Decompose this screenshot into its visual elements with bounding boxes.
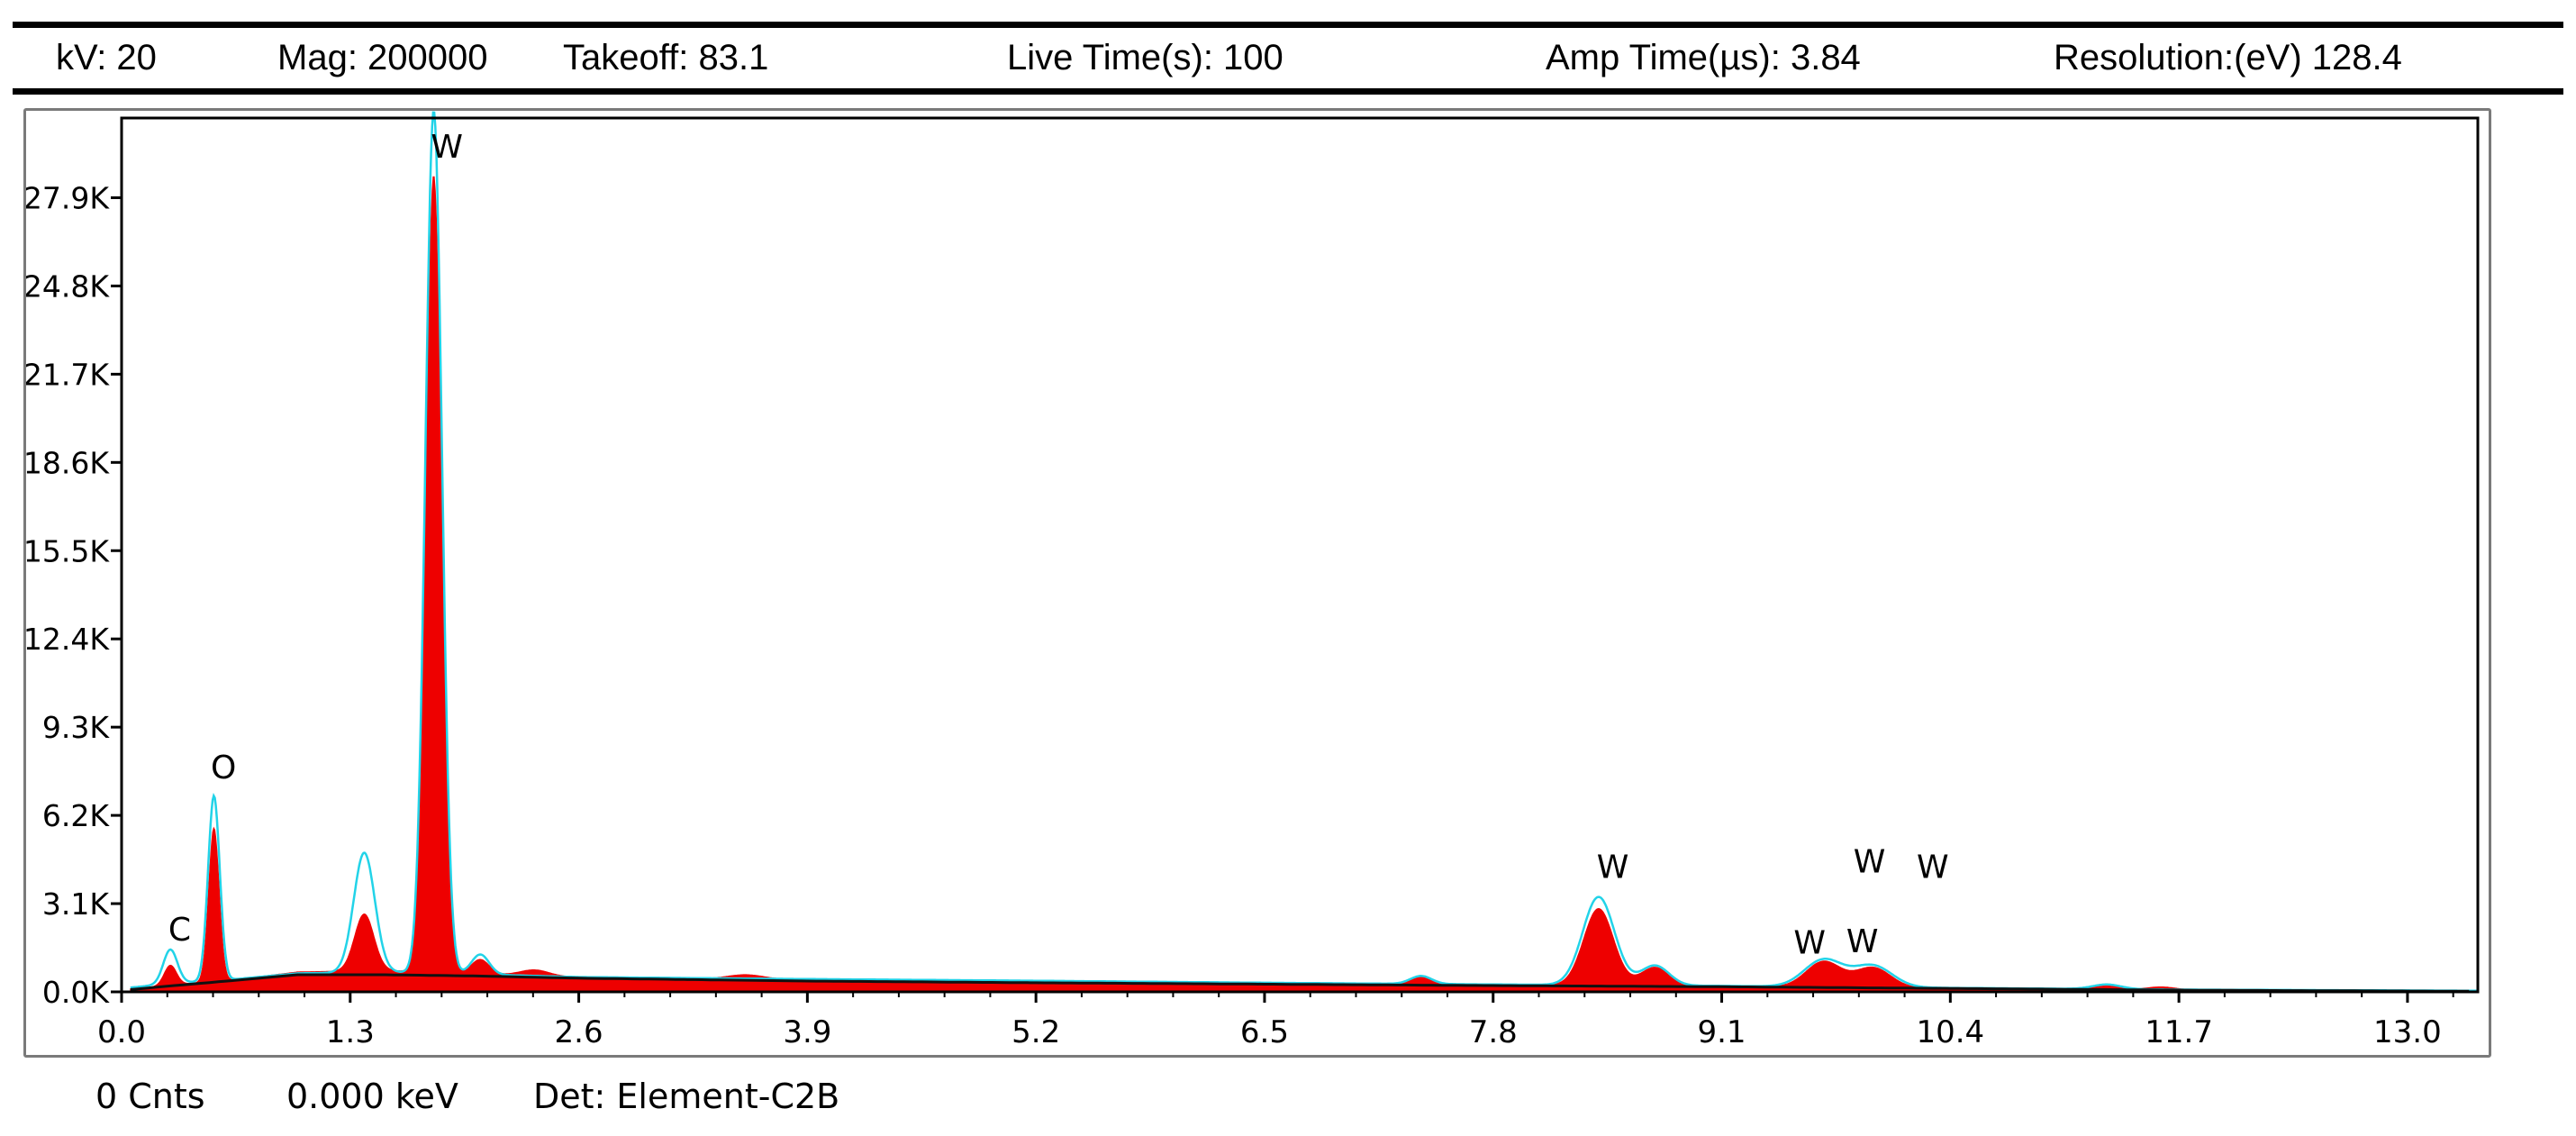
- spectrum-chart[interactable]: 0.0 1.3 2.6 3.9 5.2 6.5 7.8 9.1 10.4 11.7 13.0 0.0K…: [26, 111, 2489, 1055]
- x-tick-label: 3.9: [783, 1014, 831, 1050]
- y-tick-label: 18.6K: [26, 445, 110, 480]
- y-tick-label: 6.2K: [42, 798, 110, 833]
- y-tick-label: 24.8K: [26, 268, 110, 304]
- x-tick-label: 10.4: [1916, 1014, 1984, 1050]
- peak-label-w: W: [431, 129, 463, 166]
- header-live-time: Live Time(s): 100: [1007, 38, 1283, 77]
- header-takeoff: Takeoff: 83.1: [563, 38, 769, 77]
- y-tick-label: 21.7K: [26, 357, 110, 392]
- header-bottom-rule: [13, 88, 2563, 95]
- peak-label-w: W: [1597, 850, 1629, 886]
- y-tick-label: 12.4K: [26, 622, 110, 657]
- peak-label-c: C: [168, 912, 191, 949]
- header-amp-time: Amp Time(µs): 3.84: [1546, 38, 1861, 77]
- peak-label-o: O: [211, 750, 236, 786]
- series-background: [130, 973, 2470, 993]
- status-energy: 0.000 keV: [286, 1077, 458, 1116]
- series-fitted-spectrum: [130, 111, 2477, 992]
- x-tick-label: 5.2: [1011, 1014, 1060, 1050]
- x-tick-label: 6.5: [1240, 1014, 1289, 1050]
- peak-label-w: W: [1917, 850, 1949, 886]
- x-tick-label: 0.0: [97, 1014, 146, 1050]
- x-tick-label: 1.3: [326, 1014, 375, 1050]
- status-detector: Det: Element-C2B: [533, 1077, 840, 1116]
- x-tick-label: 13.0: [2373, 1014, 2442, 1050]
- x-tick-label: 9.1: [1697, 1014, 1746, 1050]
- peak-label-w: W: [1793, 924, 1826, 961]
- y-tick-label: 3.1K: [42, 886, 110, 922]
- status-counts: 0 Cnts: [95, 1077, 205, 1116]
- x-tick-label: 11.7: [2145, 1014, 2213, 1050]
- header-mag: Mag: 200000: [277, 38, 488, 77]
- x-tick-label: 7.8: [1469, 1014, 1518, 1050]
- spectrum-chart-panel[interactable]: 0.0 1.3 2.6 3.9 5.2 6.5 7.8 9.1 10.4 11.7 13.0 0.0K…: [23, 108, 2491, 1058]
- header-kv: kV: 20: [56, 38, 157, 77]
- header-resolution: Resolution:(eV) 128.4: [2054, 38, 2402, 77]
- x-tick-label: 2.6: [555, 1014, 603, 1050]
- peak-label-w: W: [1854, 843, 1886, 880]
- header-top-rule: [13, 22, 2563, 28]
- y-tick-label: 27.9K: [26, 180, 110, 215]
- y-tick-label: 0.0K: [42, 975, 110, 1010]
- y-tick-label: 15.5K: [26, 533, 110, 568]
- series-measured-spectrum: [130, 176, 2478, 992]
- plot-area-border: [120, 116, 2480, 994]
- peak-label-w: W: [1846, 923, 1879, 960]
- y-tick-label: 9.3K: [42, 710, 110, 745]
